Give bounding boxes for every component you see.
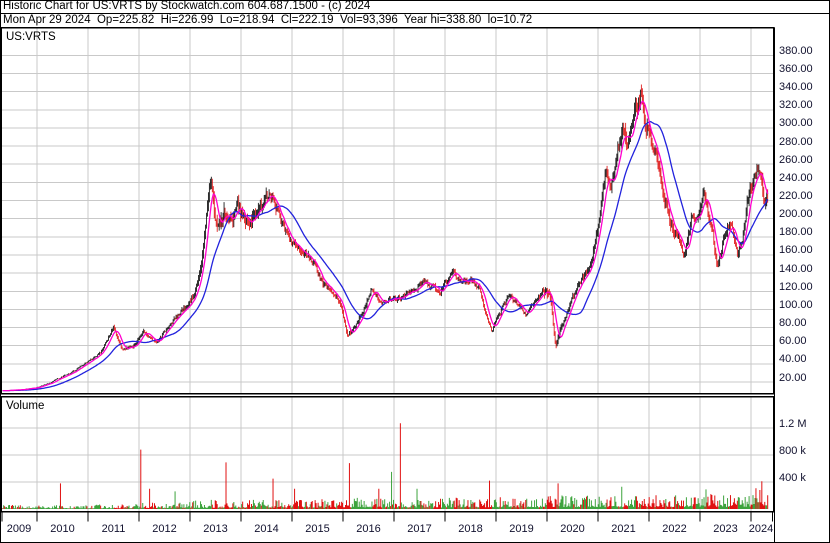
price-tick-label: 300.00 [779,117,813,130]
year-label: 2014 [254,523,279,535]
year-label: 2020 [560,523,585,535]
year-label: 2023 [713,523,738,535]
price-tick-label: 60.00 [779,335,807,348]
price-tick-label: 260.00 [779,153,813,166]
price-tick-label: 320.00 [779,99,813,112]
price-bars [2,84,769,391]
volume-pane-label: Volume [6,400,45,412]
year-label: 2013 [203,523,228,535]
price-tick-label: 340.00 [779,81,813,94]
price-tick-label: 100.00 [779,298,813,311]
volume-tick-label: 400 k [779,471,806,484]
price-tick-label: 360.00 [779,62,813,75]
year-label: 2016 [356,523,381,535]
price-tick-label: 180.00 [779,226,813,239]
price-tick-label: 200.00 [779,208,813,221]
volume-tick-label: 1.2 M [779,417,807,430]
year-label: 2017 [407,523,432,535]
year-label: 2021 [611,523,636,535]
moving-average-lines [2,100,769,392]
price-tick-label: 240.00 [779,171,813,184]
price-tick-label: 80.00 [779,317,807,330]
symbol-label: US:VRTS [6,31,56,43]
price-tick-label: 220.00 [779,190,813,202]
year-label: 2024 [748,523,774,535]
slow-ma-line [2,120,769,392]
price-tick-label: 140.00 [779,262,813,275]
year-label: 2011 [101,523,126,535]
year-label: 2010 [50,523,75,535]
price-tick-label: 40.00 [779,353,807,366]
year-label: 2022 [662,523,687,535]
volume-tick-label: 800 k [779,444,806,457]
fast-ma-line [2,100,769,392]
chart-title: Historic Chart for US:VRTS by Stockwatch… [3,0,371,12]
price-tick-label: 20.00 [779,371,807,384]
grid-lines [1,28,774,512]
year-label: 2012 [152,523,177,535]
price-tick-label: 280.00 [779,135,813,148]
volume-bars [2,423,769,509]
price-tick-label: 160.00 [779,244,813,257]
quote-summary-line: Mon Apr 29 2024 Op=225.82 Hi=226.99 Lo=2… [3,14,533,26]
year-label: 2019 [509,523,534,535]
year-label: 2009 [6,523,32,535]
volume-pane[interactable] [0,395,775,513]
year-label: 2015 [305,523,330,535]
year-label: 2018 [458,523,483,535]
price-tick-label: 380.00 [779,44,813,57]
main-chart-pane[interactable] [0,26,775,395]
price-tick-label: 120.00 [779,280,813,293]
